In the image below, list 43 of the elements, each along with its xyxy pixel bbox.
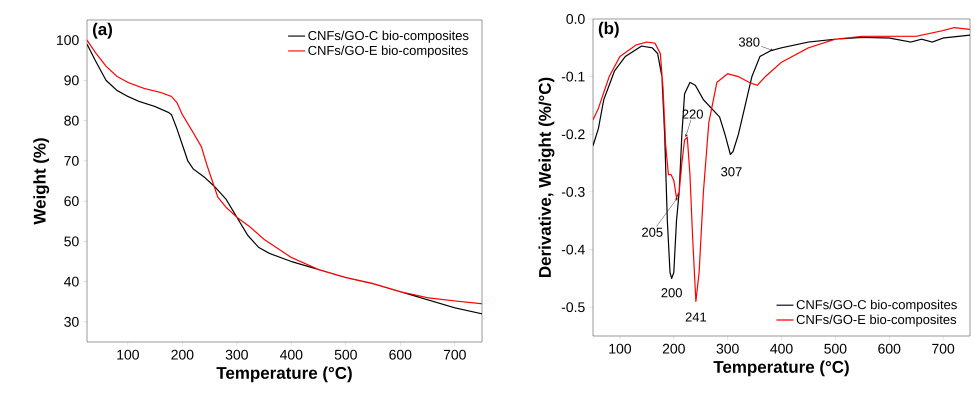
y-axis-title: Derivative, Weight (%/°C): [538, 78, 554, 277]
annotation: 307: [721, 167, 742, 176]
y-tick-label: 60: [64, 196, 79, 206]
legend-label: CNFs/GO-E bio-composites: [308, 45, 468, 58]
x-tick-label: 700: [444, 350, 466, 360]
x-tick-label: 500: [824, 344, 846, 354]
y-tick-label: -0.5: [562, 302, 585, 312]
legend-label: CNFs/GO-C bio-composites: [308, 30, 468, 43]
y-tick-label: 50: [64, 236, 79, 246]
x-tick-label: 300: [716, 344, 739, 354]
y-tick-label: -0.4: [562, 244, 585, 254]
x-tick-label: 100: [609, 344, 632, 354]
annotation: 200: [661, 288, 682, 298]
y-tick-label: -0.2: [562, 129, 585, 140]
y-axis-title: Weight (%): [33, 138, 50, 225]
annotation: 380: [738, 37, 760, 47]
x-axis-title: Temperature (°C): [216, 366, 352, 382]
x-tick-label: 500: [334, 350, 357, 360]
y-tick-label: -0.1: [562, 72, 585, 82]
y-tick-label: 80: [64, 116, 79, 126]
y-tick-label: 90: [64, 75, 79, 86]
x-tick-label: 600: [878, 344, 900, 354]
x-tick-label: 700: [932, 344, 954, 354]
x-axis-title: Temperature (°C): [714, 360, 849, 376]
y-tick-label: 100: [57, 35, 79, 46]
chart-title: (a): [92, 22, 112, 39]
legend-label: CNFs/GO-E bio-composites: [796, 314, 956, 327]
y-tick-label: 40: [64, 276, 79, 287]
annotation: 205: [642, 228, 663, 237]
x-tick-label: 400: [770, 344, 793, 354]
y-tick-label: 30: [64, 316, 79, 327]
annotation: 241: [686, 312, 706, 322]
y-tick-label: 0.0: [566, 14, 585, 24]
x-tick-label: 300: [226, 350, 248, 360]
y-tick-label: -0.3: [562, 186, 585, 197]
x-tick-label: 200: [171, 350, 194, 360]
x-tick-label: 200: [662, 344, 685, 354]
chart-title: (b): [598, 22, 619, 38]
y-tick-label: 70: [64, 156, 79, 166]
x-tick-label: 600: [389, 350, 412, 360]
x-tick-label: 100: [117, 350, 139, 360]
x-tick-label: 400: [280, 350, 302, 360]
legend-label: CNFs/GO-C bio-composites: [796, 300, 957, 312]
